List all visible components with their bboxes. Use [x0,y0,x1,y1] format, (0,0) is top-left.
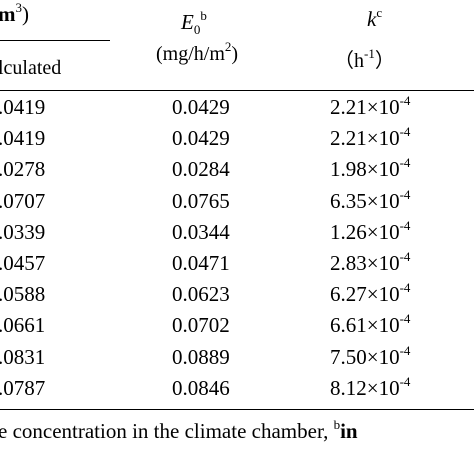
cell-k-mantissa: 2.21×10 [330,126,400,150]
cell-calculated: .0707 [0,189,46,213]
header-bottom-rule [0,90,474,91]
cell-k-mantissa: 2.21×10 [330,95,400,119]
cell-e0: 0.0471 [172,251,230,275]
col3-header-unit: （h-1） [334,46,395,72]
cell-e0: 0.0623 [172,282,230,306]
cell-calculated: .0419 [0,126,46,150]
cell-k-exponent: -4 [399,311,411,326]
cell-k-mantissa: 1.26×10 [330,220,400,244]
cell-calculated: .0278 [0,157,46,181]
cell-k-exponent: -4 [399,343,411,358]
cell-calculated: .0339 [0,220,46,244]
cell-k: 7.50×10-4 [330,343,411,370]
cell-calculated: .0831 [0,345,46,369]
cell-k-exponent: -4 [399,249,411,264]
col2-header-unit: (mg/h/m2) [156,39,239,65]
cell-k-exponent: -4 [399,187,411,202]
cell-k: 6.35×10-4 [330,187,411,214]
cell-calculated: .0419 [0,95,46,119]
table-bottom-rule [0,409,474,410]
cell-k: 2.21×10-4 [330,93,411,120]
cell-k-mantissa: 6.27×10 [330,282,400,306]
cell-k-mantissa: 6.61×10 [330,313,400,337]
cell-k-mantissa: 2.83×10 [330,251,400,275]
col3-header-k: kc [367,5,383,31]
cell-k-mantissa: 8.12×10 [330,376,400,400]
cell-e0: 0.0702 [172,313,230,337]
cell-e0: 0.0429 [172,95,230,119]
cell-e0: 0.0284 [172,157,230,181]
cell-calculated: .0661 [0,313,46,337]
cell-k: 1.98×10-4 [330,155,411,182]
cell-k-mantissa: 6.35×10 [330,189,400,213]
col2-header-e0: E0b [181,8,207,38]
cell-k-exponent: -4 [399,374,411,389]
cell-e0: 0.0344 [172,220,230,244]
cell-k-exponent: -4 [399,124,411,139]
cell-k: 2.21×10-4 [330,124,411,151]
cell-k: 6.27×10-4 [330,280,411,307]
cell-k: 1.26×10-4 [330,218,411,245]
col1-header-fragment: m3) [0,0,29,26]
cell-k-exponent: -4 [399,218,411,233]
cell-calculated: .0457 [0,251,46,275]
cell-k-mantissa: 7.50×10 [330,345,400,369]
cell-calculated: .0588 [0,282,46,306]
cell-k-exponent: -4 [399,280,411,295]
cell-e0: 0.0765 [172,189,230,213]
table-footnote: e concentration in the climate chamber, … [0,417,358,443]
cell-k-mantissa: 1.98×10 [330,157,400,181]
cell-e0: 0.0846 [172,376,230,400]
cell-k-exponent: -4 [399,93,411,108]
cell-k: 2.83×10-4 [330,249,411,276]
cell-e0: 0.0429 [172,126,230,150]
cell-k: 6.61×10-4 [330,311,411,338]
cell-k-exponent: -4 [399,155,411,170]
col1-header-rule [0,40,110,41]
cell-calculated: .0787 [0,376,46,400]
cell-k: 8.12×10-4 [330,374,411,401]
cell-e0: 0.0889 [172,345,230,369]
col1-subheader-calculated: lculated [0,57,62,79]
